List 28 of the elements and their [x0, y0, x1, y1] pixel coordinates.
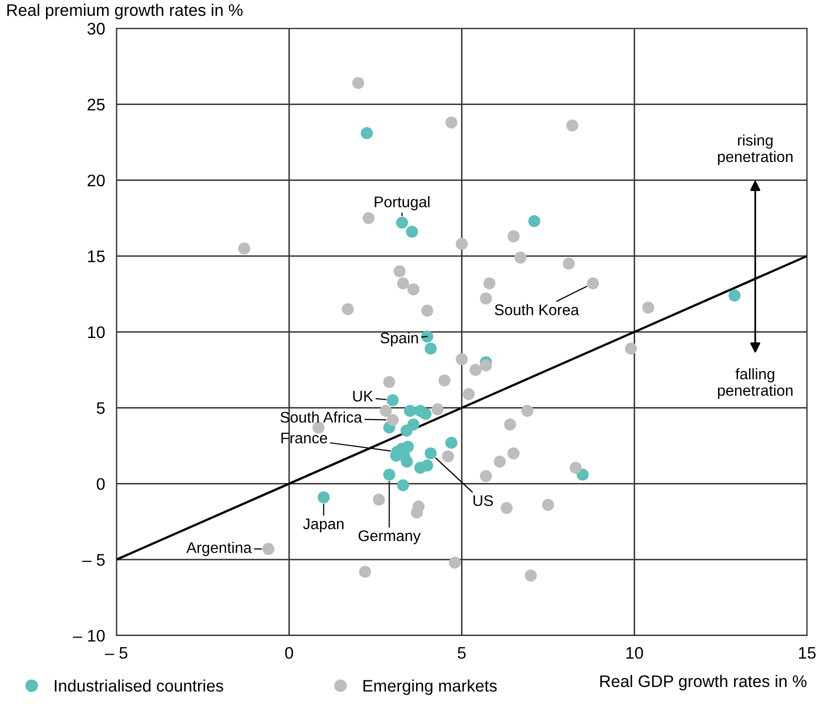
y-tick-label: 25	[88, 98, 105, 110]
y-tick-label: 20	[88, 174, 105, 186]
y-tick-label: 5	[96, 402, 105, 414]
x-axis-title: Real GDP growth rates in %	[600, 674, 806, 690]
legend-label: Emerging markets	[363, 679, 497, 695]
x-tick-label: 15	[799, 647, 816, 659]
y-tick-label: – 5	[82, 554, 105, 566]
annotation: Spain	[380, 332, 418, 346]
annotation: falling penetration	[718, 368, 792, 399]
y-tick-label: – 10	[72, 630, 105, 642]
x-tick-label: 10	[626, 647, 644, 659]
annotation: UK	[353, 390, 374, 402]
annotation: rising penetration	[718, 134, 792, 166]
annotation: US	[474, 495, 493, 506]
y-tick-label: 15	[88, 250, 105, 262]
annotation: Germany	[358, 530, 421, 544]
annotation: Portugal	[374, 196, 430, 210]
y-tick-label: 0	[96, 478, 105, 490]
x-tick-label: 5	[458, 647, 466, 659]
annotation: Argentina	[186, 542, 252, 556]
annotation: South Korea	[494, 304, 580, 316]
y-tick-label: 30	[87, 22, 105, 35]
y-axis-title: Real premium growth rates in %	[7, 4, 243, 20]
annotation: Japan	[303, 518, 344, 532]
x-tick-label: 0	[285, 647, 294, 659]
x-tick-label: – 5	[104, 647, 128, 659]
y-tick-label: 10	[88, 326, 105, 338]
legend-label: Industrialised countries	[54, 679, 224, 692]
